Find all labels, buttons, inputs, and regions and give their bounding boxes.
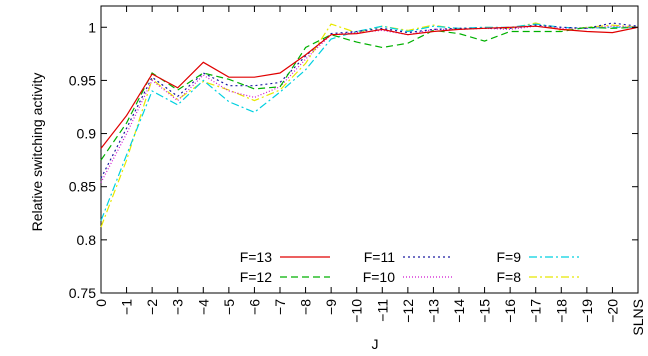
legend-label: F=10 [363,269,396,285]
y-tick-label: 0.8 [77,232,97,248]
legend-label: F=11 [364,249,395,265]
series-line-f-8 [100,22,639,228]
x-tick-label: −18 [553,299,569,323]
y-tick-label: 0.85 [69,179,96,195]
x-tick-label: −3 [170,299,186,315]
plot-border [100,5,639,294]
x-tick-label: −5 [221,299,237,315]
series-line-f-11 [100,22,639,179]
y-axis-label: Relative switching activity [29,73,45,232]
legend-label: F=9 [496,249,521,265]
x-tick-label: −2 [144,299,160,315]
x-tick-label: −8 [298,299,314,315]
x-tick-label: −11 [374,299,390,322]
x-tick-label: −1 [119,299,135,315]
series-line-f-13 [100,25,639,149]
x-tick-label: −14 [451,299,467,323]
x-tick-label: −7 [272,299,288,315]
x-tick-label: −9 [323,299,339,315]
x-tick-label: −16 [502,299,518,323]
y-axis: 0.75 0.8 0.85 0.9 0.95 1 [69,19,638,301]
y-tick-label: 0.95 [69,72,96,88]
series-layer [100,22,639,228]
y-tick-label: 0.75 [69,285,96,301]
legend-label: F=8 [496,269,521,285]
x-tick-label: −10 [349,299,365,323]
legend: F=13 F=12 F=11 F=10 F=9 F=8 [240,249,579,285]
y-tick-label: 1 [88,19,96,35]
x-tick-label: −4 [195,299,211,315]
x-tick-label: −19 [579,299,595,323]
legend-label: F=13 [240,249,273,265]
series-line-f-9 [100,23,638,221]
x-tick-label: −17 [528,299,544,323]
y-tick-label: 0.9 [77,126,97,142]
x-tick-label: −12 [400,299,416,323]
x-tick-label: −20 [604,299,620,323]
series-line-f-12 [100,26,639,161]
x-tick-label: −13 [425,299,441,323]
legend-label: F=12 [240,269,273,285]
x-tick-label: −6 [246,299,262,315]
x-tick-label: 0 [93,299,109,307]
x-axis: 0 −1 −2 −3 −4 −5 −6 −7 −8 −9 −10 −11 −12 −13 −14 −15 −16… [93,6,646,336]
series-line-f-10 [100,25,639,183]
x-axis-label: J [372,336,379,352]
plot-area [100,5,639,294]
x-tick-label: −15 [477,299,493,323]
x-tick-label: SLNS [630,299,646,336]
